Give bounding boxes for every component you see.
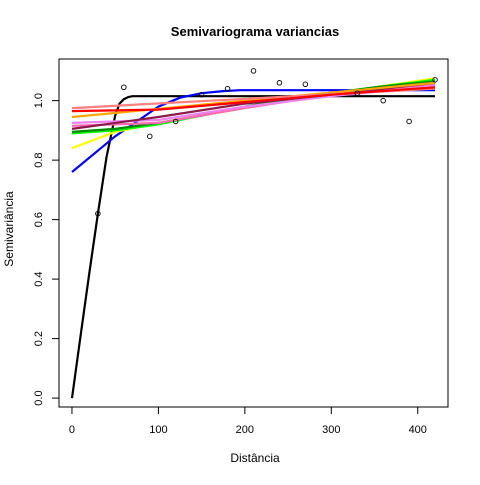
x-tick-label: 300 — [322, 424, 340, 436]
y-axis-label: Semivariância — [2, 191, 16, 267]
x-axis-label: Distância — [230, 451, 280, 465]
y-tick-label: 0.8 — [33, 152, 45, 167]
y-axis: 0.0 0.2 0.4 0.6 0.8 1.0 — [33, 93, 59, 406]
data-point — [122, 85, 127, 90]
y-tick-label: 0.2 — [33, 331, 45, 346]
x-tick-label: 200 — [236, 424, 254, 436]
x-axis: 0 100 200 300 400 — [69, 407, 427, 436]
data-point — [381, 98, 386, 103]
x-tick-label: 0 — [69, 424, 75, 436]
data-point — [147, 134, 152, 139]
series-line — [72, 96, 435, 398]
data-point — [407, 119, 412, 124]
y-tick-label: 0.0 — [33, 390, 45, 405]
y-tick-label: 1.0 — [33, 93, 45, 108]
y-tick-label: 0.6 — [33, 212, 45, 227]
chart-title: Semivariograma variancias — [171, 24, 339, 39]
data-point — [303, 82, 308, 87]
data-point — [251, 69, 256, 74]
fitted-models — [72, 78, 435, 398]
x-tick-label: 400 — [409, 424, 427, 436]
data-point — [277, 80, 282, 85]
y-tick-label: 0.4 — [33, 271, 45, 286]
x-tick-label: 100 — [149, 424, 167, 436]
